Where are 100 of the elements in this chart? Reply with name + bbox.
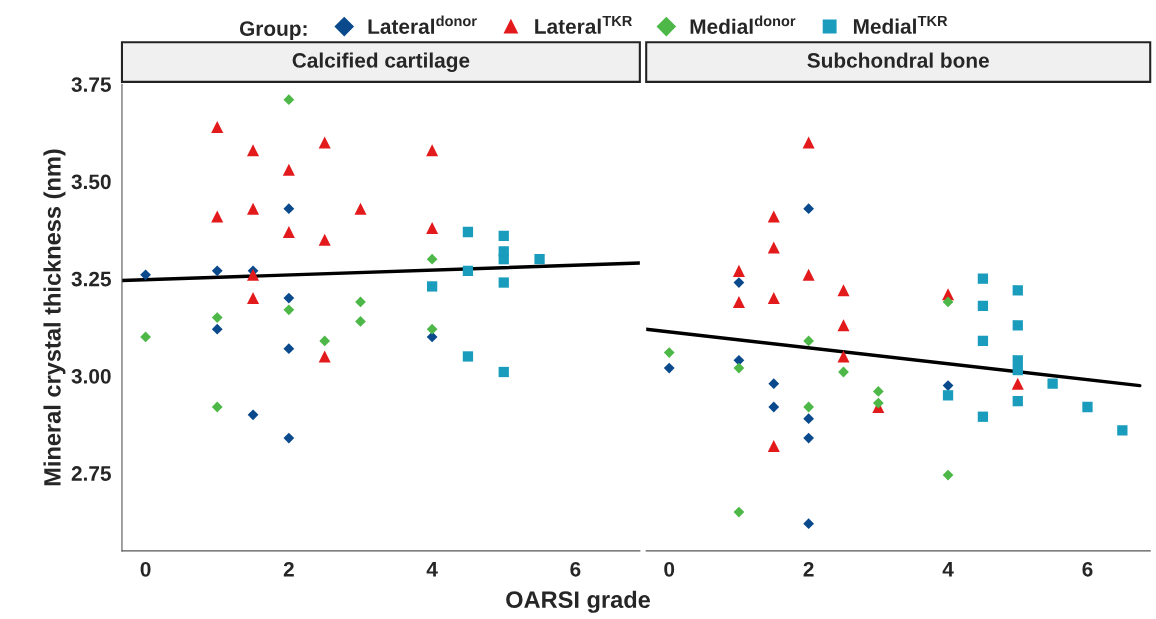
legend-label: Medial$^{TKR}$ [853,15,948,34]
point [768,401,780,413]
point [426,253,438,265]
legend-title: Group: [239,21,307,41]
point [663,362,675,374]
point [211,120,224,133]
point [767,292,780,305]
point [282,225,295,238]
x-tick-label: 4 [942,562,954,577]
point [318,233,331,246]
point [211,323,223,335]
point [977,335,989,347]
point [211,401,223,413]
point [462,226,474,238]
point [1082,401,1093,413]
point [534,254,545,265]
point [283,432,295,444]
point [768,378,780,390]
point [837,350,850,363]
point [1117,425,1128,436]
point [498,366,509,378]
point [1012,285,1023,296]
point [1012,396,1023,407]
point [663,347,675,358]
legend-label: Lateral$^{donor}$ [368,15,477,34]
x-tick-label: 6 [1082,561,1093,577]
point [803,413,815,425]
point [1011,377,1024,390]
point [1047,378,1058,389]
x-tick-label: 2 [803,561,814,577]
point [977,411,989,422]
point [426,281,438,292]
point [247,202,260,215]
point [942,380,954,391]
point [498,254,509,265]
y-tick-label: 3.75 [71,77,111,92]
point [1012,320,1023,331]
point [498,277,509,288]
point [140,269,151,281]
x-tick-label: 0 [140,561,151,577]
point [733,362,745,374]
point [803,203,815,215]
point [802,136,815,149]
chart-title: Calcified cartilage [292,52,470,72]
point [803,401,815,413]
point [247,409,259,421]
point [1012,355,1023,366]
point [837,319,850,332]
point [462,265,474,277]
point [211,312,223,323]
y-tick-label: 2.75 [71,466,111,481]
point [247,268,260,281]
point [498,230,509,242]
point [318,350,331,363]
point [355,316,366,327]
x-tick-label: 2 [283,561,294,577]
point [426,323,438,335]
point [872,397,884,409]
point [318,136,331,149]
point [942,469,954,481]
point [872,386,884,397]
chart-title: Subchondral bone [807,52,989,68]
point [283,292,295,304]
y-tick-label: 3.00 [71,368,111,384]
point [767,210,780,223]
point [977,300,989,312]
point [283,343,295,355]
point [803,432,815,444]
point [319,335,331,347]
point [426,222,439,235]
y-axis-title: Mineral crystal thickness (nm) [43,149,66,486]
point [283,94,295,106]
point [211,265,223,277]
y-tick-label: 3.25 [71,271,111,287]
point [732,264,745,277]
point [354,202,367,215]
point [803,335,815,347]
point [942,390,954,401]
point [283,304,295,316]
point [767,439,780,452]
point [837,284,850,297]
point [282,163,295,176]
point [1012,364,1023,376]
point [247,292,260,305]
point [977,273,989,284]
x-tick-label: 4 [426,562,438,577]
point [247,144,260,157]
point [283,203,295,215]
x-axis-title: OARSI grade [506,590,651,613]
point [732,295,745,308]
point [767,241,780,254]
legend-label: Lateral$^{TKR}$ [535,15,633,34]
point [803,518,815,530]
point [211,210,224,223]
point [733,506,745,518]
y-tick-label: 3.50 [71,174,111,190]
x-tick-label: 0 [664,561,675,577]
point [942,296,954,308]
x-tick-label: 6 [570,561,581,577]
point [426,144,439,157]
